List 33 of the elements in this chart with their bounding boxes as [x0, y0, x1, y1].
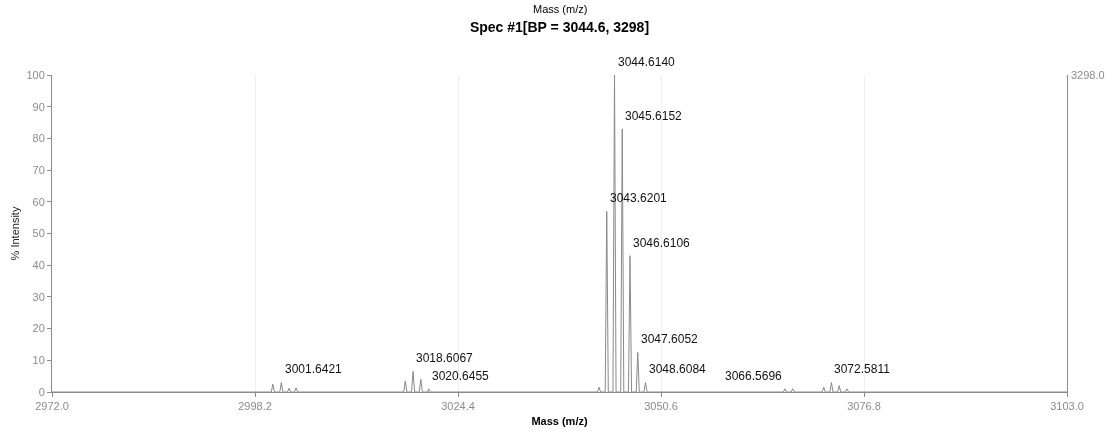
annotation: 3048.6084 [649, 362, 707, 376]
y-tick-label: 70 [32, 163, 45, 176]
y-tick-label: 40 [32, 259, 45, 272]
x-tick-label: 3076.8 [847, 400, 881, 413]
y-tick-label: 10 [32, 354, 45, 367]
y-tick-label: 30 [32, 290, 45, 303]
annotation: 3072.5811 [834, 362, 891, 376]
y-tick-label: 60 [32, 195, 45, 208]
x-axis-title: Mass (m/z) [531, 415, 588, 428]
x-tick-label: 3050.6 [644, 400, 678, 413]
text: 3298.0 [1071, 69, 1105, 81]
annotation: 3046.6106 [633, 236, 691, 250]
annotation: 3020.6455 [432, 369, 490, 383]
x-tick-label: 3103.0 [1050, 400, 1084, 413]
y-tick-label: 90 [32, 100, 45, 113]
annotation: 3066.5696 [725, 369, 783, 383]
text: Mass (m/z) [533, 3, 588, 15]
annotation: 3047.6052 [641, 332, 699, 346]
y-tick-label: 100 [26, 68, 45, 81]
chart-title: Spec #1[BP = 3044.6, 3298] [469, 18, 650, 35]
y-axis-title: % Intensity [9, 206, 22, 261]
annotation: 3044.6140 [618, 55, 676, 69]
annotation: 3018.6067 [416, 351, 474, 365]
annotation: 3043.6201 [610, 191, 668, 205]
y-tick-label: 80 [32, 132, 45, 145]
x-tick-label: 2998.2 [238, 400, 272, 413]
y-tick-label: 0 [38, 385, 45, 398]
annotation: 3045.6152 [625, 109, 683, 123]
y-tick-label: 50 [32, 227, 45, 240]
x-tick-label: 3024.4 [441, 400, 475, 413]
x-tick-label: 2972.0 [35, 400, 69, 413]
annotation: 3001.6421 [285, 362, 343, 376]
y-tick-label: 20 [32, 322, 45, 335]
